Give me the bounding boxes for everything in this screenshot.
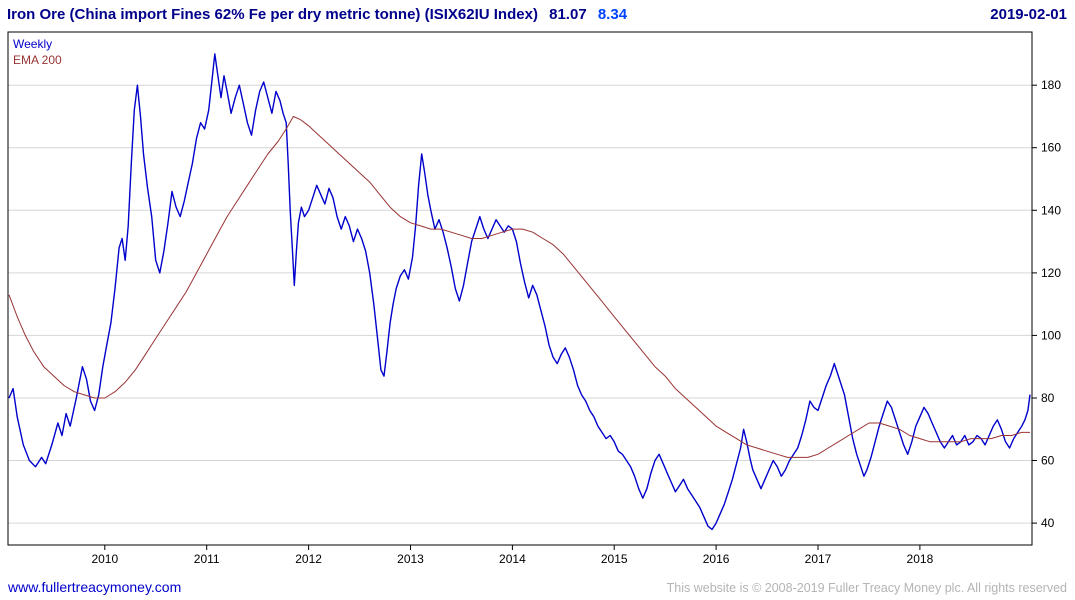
svg-text:2018: 2018 (907, 552, 934, 566)
legend-item-weekly: Weekly (13, 37, 53, 51)
svg-text:2013: 2013 (397, 552, 424, 566)
svg-text:2015: 2015 (601, 552, 628, 566)
price-change: 8.34 (597, 6, 628, 23)
chart-title: Iron Ore (China import Fines 62% Fe per … (7, 6, 538, 23)
svg-text:2010: 2010 (91, 552, 118, 566)
svg-text:80: 80 (1041, 391, 1055, 405)
page-footer: www.fullertreacymoney.com This website i… (0, 579, 1075, 595)
legend-item-ema200: EMA 200 (13, 53, 62, 67)
svg-text:2011: 2011 (194, 552, 220, 566)
copyright-text: This website is © 2008-2019 Fuller Treac… (666, 581, 1067, 595)
svg-text:2014: 2014 (499, 552, 526, 566)
svg-text:140: 140 (1041, 203, 1061, 217)
svg-text:100: 100 (1041, 328, 1061, 342)
chart-date: 2019-02-01 (990, 6, 1067, 23)
svg-text:120: 120 (1041, 266, 1061, 280)
title-group: Iron Ore (China import Fines 62% Fe per … (7, 6, 627, 23)
svg-text:2017: 2017 (805, 552, 832, 566)
svg-text:180: 180 (1041, 78, 1061, 92)
svg-text:2016: 2016 (703, 552, 730, 566)
svg-text:40: 40 (1041, 516, 1055, 530)
svg-text:160: 160 (1041, 141, 1061, 155)
last-price: 81.07 (549, 6, 587, 23)
chart-header: Iron Ore (China import Fines 62% Fe per … (0, 0, 1075, 30)
svg-text:60: 60 (1041, 454, 1055, 468)
svg-text:2012: 2012 (295, 552, 322, 566)
site-link[interactable]: www.fullertreacymoney.com (8, 579, 182, 595)
chart-legend: Weekly EMA 200 (13, 36, 62, 68)
